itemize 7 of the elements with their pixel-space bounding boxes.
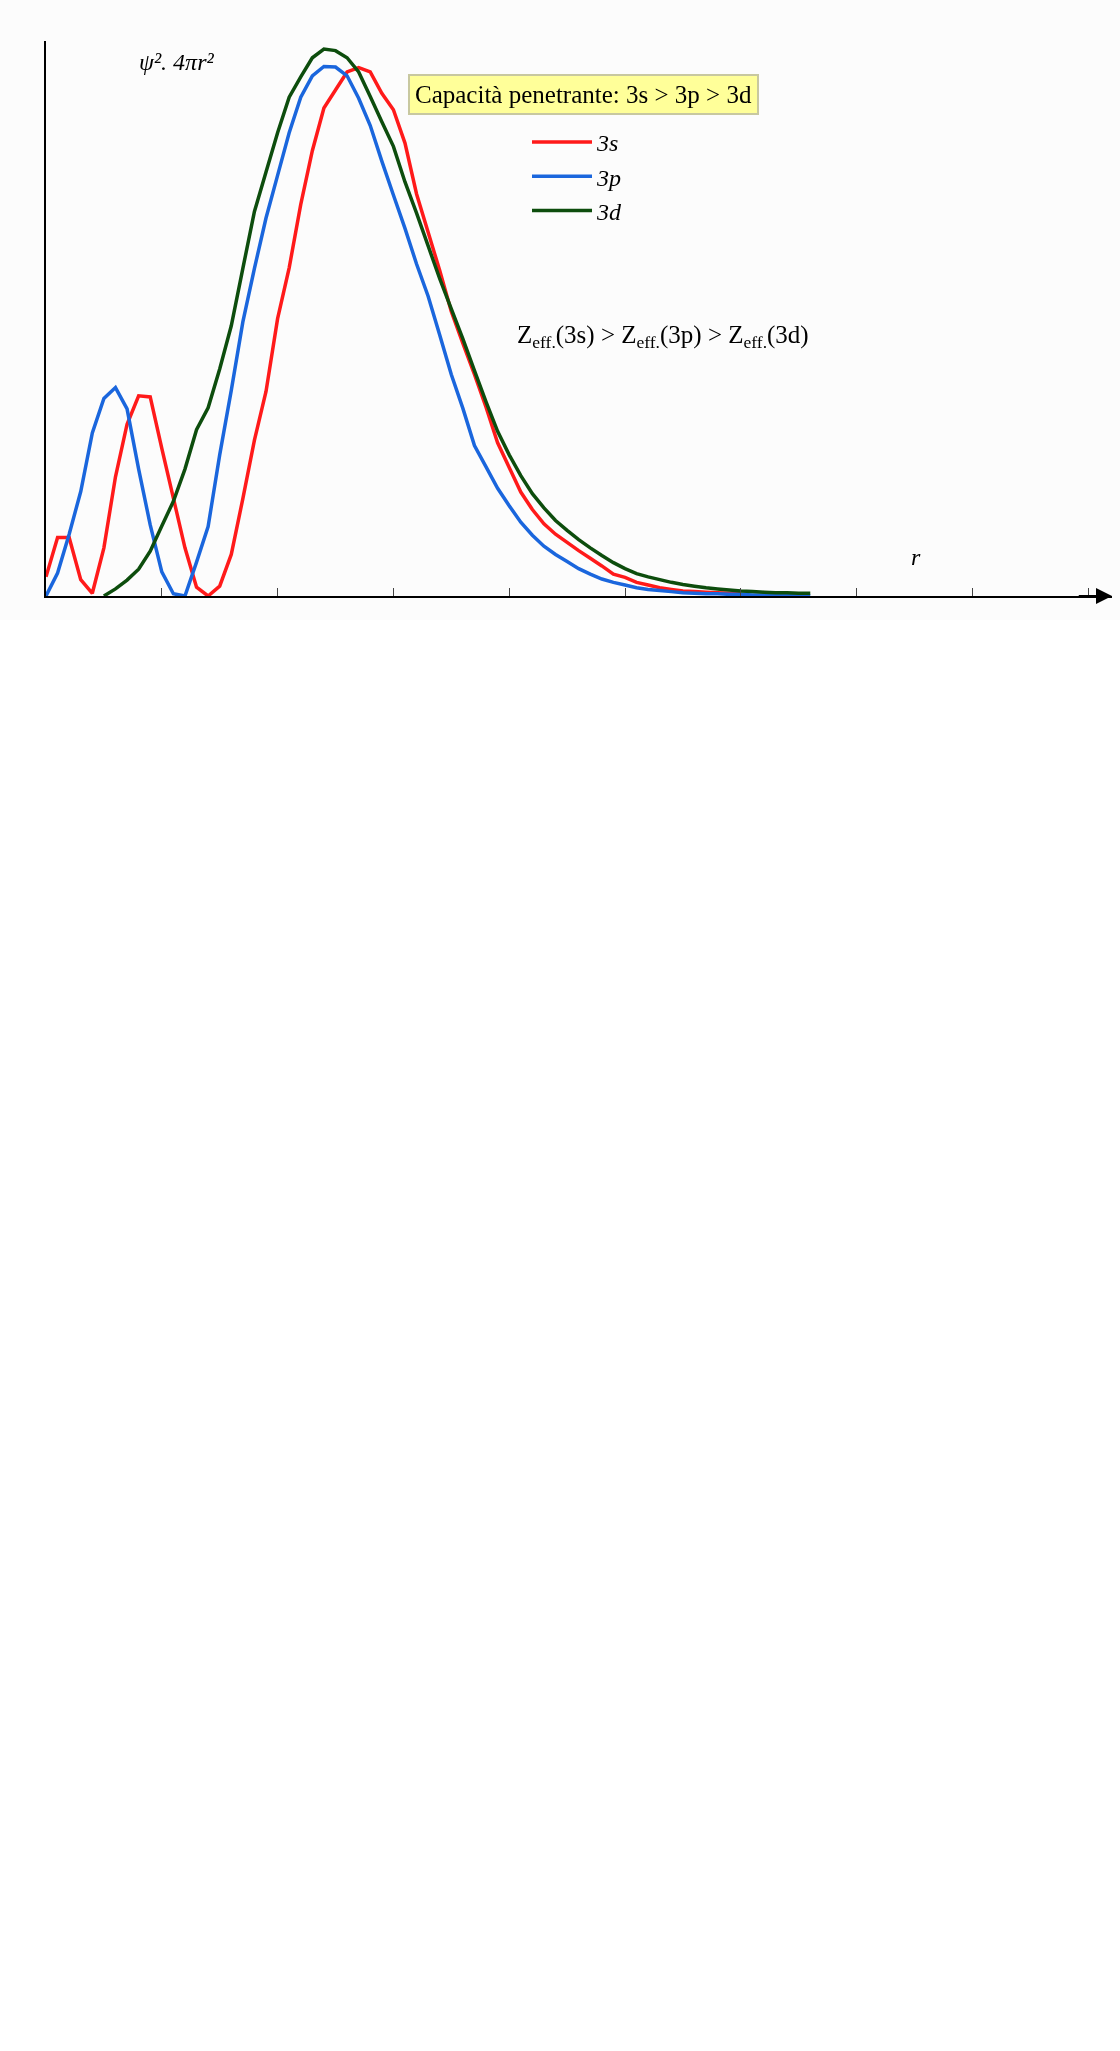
legend-label: 3d [596, 198, 622, 225]
y-axis-title: ψ². 4πr² [139, 49, 215, 75]
annotation: Capacità penetrante: 3s > 3p > 3d [415, 81, 752, 108]
annotation: Z$_{eff.}$(3s) > Z$_{eff.}$(3p) > Z$_{eff.}$(3d) [517, 321, 809, 353]
legend-label: 3p [596, 164, 621, 191]
x-axis-title: r [911, 544, 921, 570]
legend-label: 3s [596, 130, 619, 157]
